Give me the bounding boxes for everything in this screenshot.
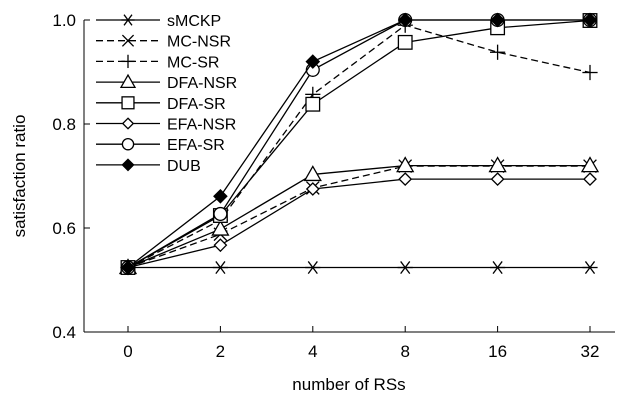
legend-marker: [121, 117, 135, 130]
legend-marker: [121, 14, 135, 26]
data-point: [303, 165, 322, 182]
data-point: [580, 156, 600, 173]
data-point: [211, 219, 230, 236]
y-ticks: 0.4 0.6 0.8 1.0: [52, 11, 90, 342]
data-point: [397, 261, 413, 274]
data-point: [490, 261, 506, 274]
series-smckp: [120, 261, 598, 274]
data-point: [305, 54, 321, 69]
series-dub: [120, 12, 598, 275]
x-tick-label: 2: [216, 342, 225, 361]
data-point: [305, 182, 320, 196]
series-efa-nsr: [121, 172, 597, 275]
legend-item: DFA-NSR: [96, 73, 237, 92]
legend-marker: [121, 137, 135, 151]
legend-marker: [121, 34, 135, 47]
legend-label: MC-SR: [167, 54, 219, 71]
data-point: [583, 172, 597, 187]
data-point: [582, 64, 598, 81]
data-point: [120, 260, 136, 275]
data-point: [213, 206, 228, 222]
data-point: [490, 44, 506, 60]
series-line: [127, 164, 590, 269]
x-tick-label: 0: [123, 342, 132, 361]
series-dfa-nsr: [118, 156, 600, 275]
data-point: [490, 172, 505, 187]
y-tick-label: 0.8: [52, 115, 76, 134]
data-point: [213, 188, 228, 204]
series-line: [127, 19, 590, 269]
legend-marker: [121, 158, 135, 172]
legend-label: DUB: [167, 158, 201, 175]
x-tick-label: 8: [400, 342, 409, 361]
data-point: [397, 12, 413, 28]
legend-label: sMCKP: [167, 13, 221, 30]
series-line: [127, 178, 590, 269]
legend-label: EFA-SR: [167, 137, 225, 154]
x-tick-label: 32: [581, 342, 600, 361]
axes: [83, 20, 615, 333]
x-tick-label: 4: [308, 342, 317, 361]
legend-item: DUB: [96, 158, 201, 175]
x-tick-label: 16: [488, 342, 507, 361]
data-point: [398, 172, 413, 187]
legend-item: EFA-NSR: [96, 117, 236, 134]
data-point: [490, 12, 505, 28]
y-tick-label: 1.0: [52, 11, 76, 30]
series-line: [127, 24, 591, 269]
data-point: [305, 261, 321, 274]
data-point: [213, 238, 228, 253]
legend-item: MC-SR: [96, 54, 219, 71]
data-point: [396, 156, 415, 173]
legend-item: sMCKP: [96, 13, 221, 30]
legend-marker: [121, 54, 135, 69]
data-point: [397, 34, 413, 50]
y-axis-title: satisfaction ratio: [10, 115, 29, 238]
data-point: [488, 156, 507, 173]
legend-marker: [119, 73, 137, 88]
legend-label: EFA-NSR: [167, 117, 236, 134]
y-tick-label: 0.6: [52, 219, 76, 238]
series-layer: [118, 12, 600, 276]
legend-label: MC-NSR: [167, 34, 231, 51]
x-axis-title: number of RSs: [292, 375, 405, 394]
series-line: [127, 165, 590, 269]
legend-item: EFA-SR: [96, 137, 225, 154]
data-point: [212, 261, 228, 274]
legend-marker: [121, 96, 135, 110]
legend-label: DFA-NSR: [167, 75, 237, 92]
y-tick-label: 0.4: [52, 323, 76, 342]
series-line: [127, 19, 591, 269]
legend-label: DFA-SR: [167, 96, 226, 113]
legend-item: DFA-SR: [96, 96, 226, 113]
legend-item: MC-NSR: [96, 34, 231, 51]
data-point: [305, 96, 321, 112]
x-ticks: 0 2 4 8 16 32: [123, 326, 599, 361]
data-point: [582, 261, 598, 274]
legend: sMCKP MC-NSR MC-SR DFA-NSR DFA-SR EFA-NSR EFA-…: [96, 13, 237, 175]
data-point: [582, 12, 598, 28]
